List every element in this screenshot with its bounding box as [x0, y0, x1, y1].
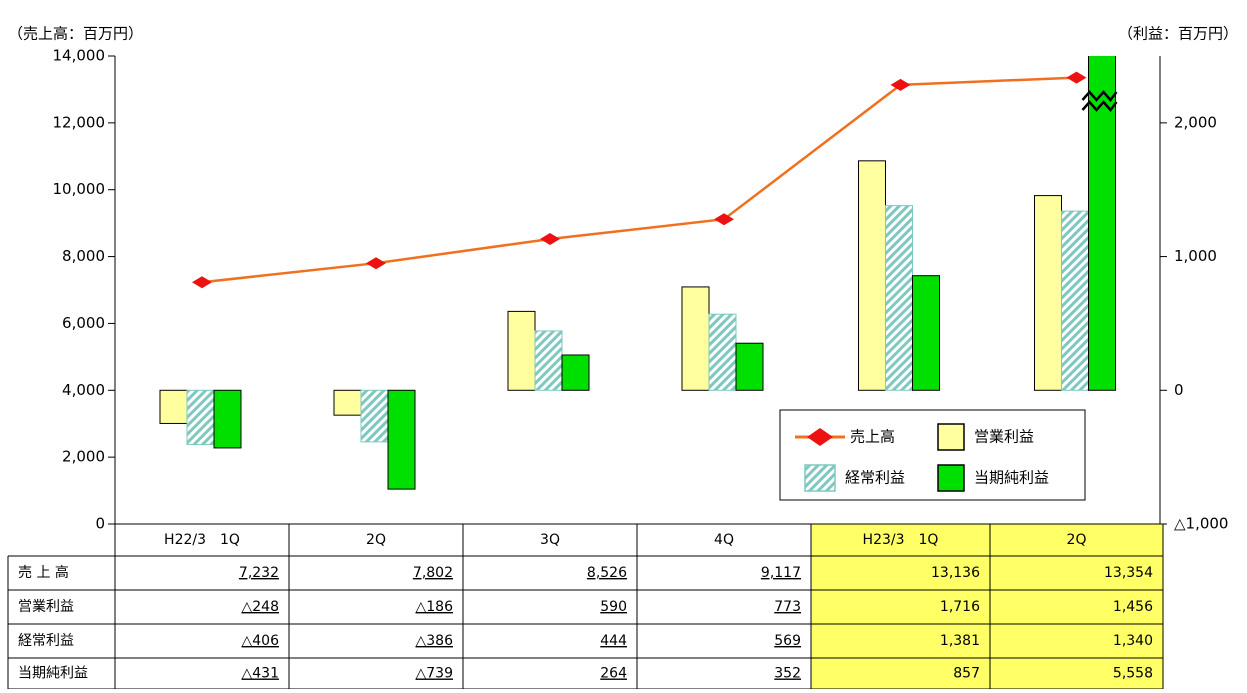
- table-value: 1,340: [1113, 633, 1153, 649]
- y-tick-label: 6,000: [62, 314, 105, 332]
- x-tick-label: 2Q: [366, 532, 386, 548]
- y2-tick-label: 1,000: [1174, 247, 1217, 265]
- table-value: △431: [242, 666, 280, 682]
- bar: [159, 389, 188, 424]
- table-value: 13,136: [931, 565, 980, 581]
- marker: [890, 78, 911, 91]
- bar: [387, 389, 416, 490]
- table-value: 352: [774, 666, 801, 682]
- x-tick-label: 3Q: [540, 532, 560, 548]
- table-value: △386: [416, 633, 454, 649]
- marker: [1066, 71, 1087, 84]
- table-value: △186: [416, 599, 454, 615]
- table-value: 773: [774, 599, 801, 615]
- table-value: 590: [600, 599, 627, 615]
- y2-axis-title: （利益：百万円）: [1118, 25, 1238, 43]
- table-value: 264: [600, 666, 627, 682]
- bar: [534, 330, 563, 391]
- row-label: 売 上 高: [18, 564, 69, 581]
- bar: [858, 160, 886, 391]
- table-value: 444: [600, 633, 627, 649]
- axis-break: [1081, 90, 1118, 112]
- x-tick-label: 4Q: [714, 532, 734, 548]
- highlight-column: [990, 524, 1163, 689]
- table-value: 1,716: [940, 599, 980, 615]
- table-value: 13,354: [1104, 565, 1153, 581]
- legend-swatch: [937, 464, 965, 492]
- row-label: 当期純利益: [18, 666, 88, 682]
- table-value: 857: [953, 666, 980, 682]
- y-tick-label: 12,000: [53, 113, 106, 131]
- highlight-column: [811, 524, 990, 689]
- row-label: 経常利益: [18, 633, 74, 649]
- x-tick-label: H22/3 1Q: [164, 532, 240, 548]
- bar: [360, 389, 389, 443]
- table-value: △739: [416, 666, 454, 682]
- legend-label: 当期純利益: [974, 469, 1049, 487]
- y-tick-label: 14,000: [53, 47, 106, 65]
- bar: [912, 275, 940, 391]
- table-value: 7,802: [413, 565, 453, 581]
- bar: [507, 310, 536, 391]
- y2-tick-label: 2,000: [1174, 113, 1217, 131]
- legend-label: 売上高: [850, 428, 895, 446]
- legend-label: 経常利益: [845, 469, 905, 487]
- y-tick-label: 8,000: [62, 247, 105, 265]
- bar: [885, 205, 913, 391]
- bar: [1061, 210, 1089, 391]
- y2-tick-label: △1,000: [1174, 515, 1228, 533]
- table-value: △248: [242, 599, 280, 615]
- marker: [192, 276, 212, 289]
- table-value: △406: [242, 633, 280, 649]
- bar: [333, 389, 362, 416]
- marker: [714, 213, 734, 226]
- table-value: 1,381: [940, 633, 980, 649]
- table-value: 5,558: [1113, 666, 1153, 682]
- row-label: 営業利益: [18, 599, 74, 615]
- y-tick-label: 10,000: [53, 180, 106, 198]
- x-tick-label: 2Q: [1067, 532, 1087, 548]
- bar: [186, 389, 215, 446]
- bar: [1088, 56, 1116, 391]
- y-axis-title: （売上高：百万円）: [8, 25, 143, 43]
- table-value: 8,526: [587, 565, 627, 581]
- bar: [561, 354, 590, 391]
- marker: [366, 257, 386, 270]
- y2-tick-label: 0: [1174, 381, 1184, 399]
- table-value: 1,456: [1113, 599, 1153, 615]
- line: [201, 76, 1077, 284]
- y-tick-label: 2,000: [62, 448, 105, 466]
- y-tick-label: 4,000: [62, 381, 105, 399]
- legend-swatch: [937, 423, 965, 451]
- bar: [213, 389, 242, 449]
- table-value: 569: [774, 633, 801, 649]
- bar: [735, 342, 764, 391]
- bar: [681, 286, 710, 391]
- legend-label: 営業利益: [974, 428, 1034, 446]
- table-value: 7,232: [239, 565, 279, 581]
- bar: [1034, 195, 1062, 391]
- legend-swatch: [804, 464, 836, 492]
- y-tick-label: 0: [95, 515, 105, 533]
- legend-marker: [807, 428, 833, 446]
- x-tick-label: H23/3 1Q: [863, 532, 939, 548]
- marker: [540, 232, 560, 245]
- table-value: 9,117: [761, 565, 801, 581]
- bar: [708, 313, 737, 391]
